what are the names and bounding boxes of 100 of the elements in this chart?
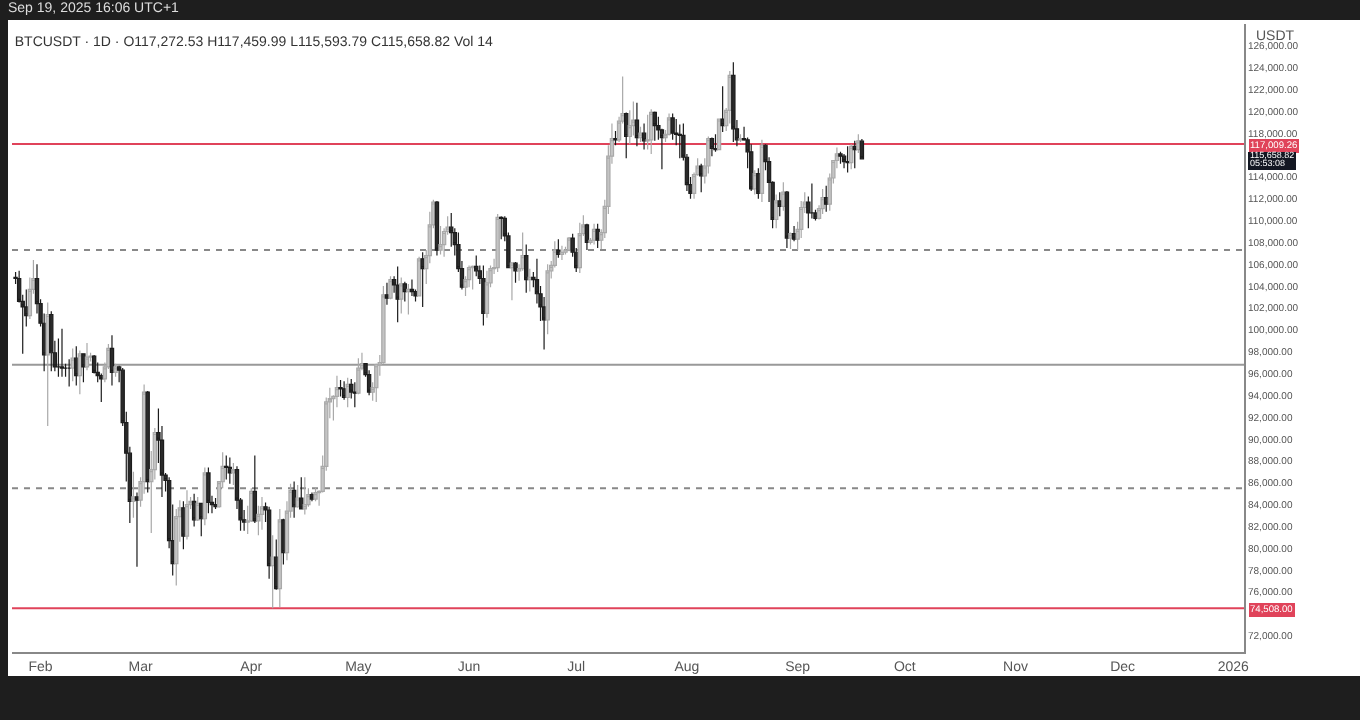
candlestick (366, 369, 372, 396)
candlestick (224, 454, 229, 481)
candlestick (84, 342, 90, 371)
candlestick (524, 244, 529, 294)
candlestick (777, 191, 782, 217)
candlestick (634, 102, 640, 147)
candlestick (49, 310, 54, 372)
candlestick (349, 378, 354, 400)
candlestick (841, 153, 847, 169)
candlestick (677, 123, 682, 159)
candlestick (499, 215, 504, 240)
candlestick (134, 491, 140, 568)
candlestick (266, 506, 272, 580)
candlestick (213, 497, 218, 510)
candlestick (470, 264, 475, 290)
candlestick (59, 328, 65, 378)
candlestick (713, 133, 718, 153)
candlestick (474, 254, 479, 277)
candlestick (145, 390, 150, 494)
candlestick (709, 136, 715, 157)
candlestick (638, 126, 643, 143)
candlestick (484, 270, 490, 319)
candlestick (313, 486, 318, 502)
candlestick (341, 380, 347, 401)
candlestick (302, 476, 308, 515)
candlestick (402, 281, 408, 303)
candlestick (195, 496, 200, 522)
candlestick (624, 111, 629, 159)
candlestick (81, 353, 86, 383)
candlestick (481, 264, 486, 327)
candlestick (413, 288, 418, 303)
candlestick (559, 245, 565, 261)
candlestick (56, 337, 61, 378)
candlestick (670, 112, 675, 141)
candlestick (652, 110, 657, 142)
candlestick (181, 500, 186, 550)
candlestick (466, 264, 472, 288)
candlestick (352, 381, 358, 408)
candlestick (449, 212, 454, 248)
candlestick (66, 358, 72, 388)
candlestick (495, 213, 500, 273)
candlestick (374, 363, 379, 403)
candlestick (823, 185, 829, 213)
candlestick (409, 278, 415, 297)
candlestick (109, 334, 115, 387)
candlestick (206, 466, 211, 514)
candlestick (406, 283, 411, 316)
candlestick (420, 251, 425, 308)
candlestick (434, 200, 440, 257)
candlestick (838, 151, 843, 165)
candlestick (174, 508, 179, 586)
candlestick (70, 347, 75, 382)
candlestick (595, 223, 600, 249)
candlestick (438, 225, 443, 256)
candlestick (199, 502, 204, 537)
candlestick (859, 138, 865, 161)
candlestick (91, 354, 97, 375)
candlestick (845, 145, 850, 174)
candlestick (577, 222, 582, 274)
candlestick (299, 476, 304, 510)
candlestick (395, 265, 400, 323)
candlestick (281, 518, 286, 566)
candlestick (45, 301, 50, 427)
candlestick (527, 268, 532, 293)
candlestick (631, 100, 636, 136)
candlestick (270, 534, 275, 609)
candlestick (613, 130, 618, 146)
candlestick (184, 489, 190, 541)
candlestick (345, 377, 350, 408)
candlestick (227, 457, 233, 485)
candlestick (738, 133, 743, 143)
candlestick (731, 61, 736, 143)
candlestick (749, 143, 754, 192)
candlestick (131, 471, 136, 519)
candlestick (399, 276, 404, 315)
candlestick (384, 282, 390, 306)
candlestick (556, 238, 561, 259)
candlestick (509, 261, 515, 301)
candlestick (259, 496, 265, 531)
candlestick (627, 109, 632, 145)
candlestick (231, 462, 236, 486)
candlestick (338, 379, 343, 398)
candlestick (74, 345, 79, 387)
candlestick (820, 188, 825, 215)
candlestick (791, 225, 797, 242)
candlestick (706, 135, 711, 175)
candlestick (545, 263, 550, 335)
candlestick (699, 163, 704, 193)
candlestick (759, 139, 765, 203)
candlestick (584, 223, 590, 251)
candlestick (784, 190, 790, 249)
candlestick (720, 85, 725, 133)
candlestick (291, 481, 297, 519)
candlestick (649, 108, 654, 155)
candlestick (356, 357, 361, 395)
candlestick (252, 454, 258, 524)
candlestick (591, 223, 597, 246)
candlestick (641, 122, 647, 151)
candlestick (852, 140, 857, 169)
candlestick (645, 114, 650, 151)
